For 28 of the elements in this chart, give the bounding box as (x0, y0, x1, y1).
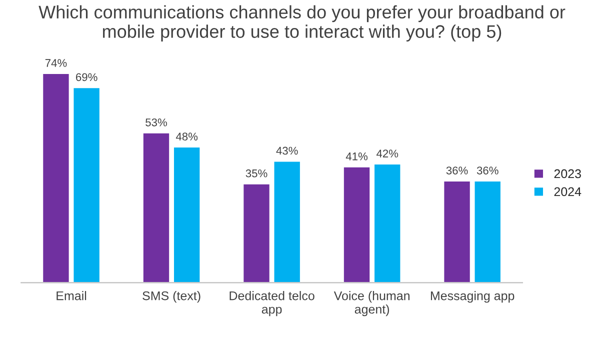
x-tick-label: SMS (text) (142, 291, 200, 303)
data-label: 43% (276, 146, 298, 155)
x-tick-label: Email (56, 291, 86, 300)
x-tick-label: Voice (human agent) (334, 291, 410, 316)
bar (72, 86, 101, 283)
bar (142, 132, 170, 283)
bar (373, 163, 402, 283)
data-label: 42% (376, 150, 398, 158)
legend-label: 2024 (554, 187, 582, 196)
bar (172, 146, 202, 283)
data-label: 69% (76, 73, 98, 82)
x-tick-label: Messaging app (430, 291, 514, 303)
data-label: 48% (176, 132, 198, 140)
data-label: 36% (476, 166, 498, 174)
chart-title: Which communications channels do you prefer your broadband or mobile provider to use to interact with you? (top 5) (38, 5, 566, 42)
data-label: 41% (346, 152, 368, 160)
legend-label: 2023 (554, 169, 581, 178)
bar (342, 166, 371, 283)
bar (272, 160, 302, 283)
bar (42, 72, 70, 283)
data-label: 53% (146, 118, 167, 126)
data-label: 36% (446, 166, 468, 174)
x-tick-label: Dedicated telco app (230, 291, 314, 316)
data-label: 74% (45, 59, 67, 67)
bar (242, 182, 271, 283)
data-label: 35% (246, 169, 268, 178)
bar (473, 180, 502, 283)
bar (442, 180, 472, 283)
